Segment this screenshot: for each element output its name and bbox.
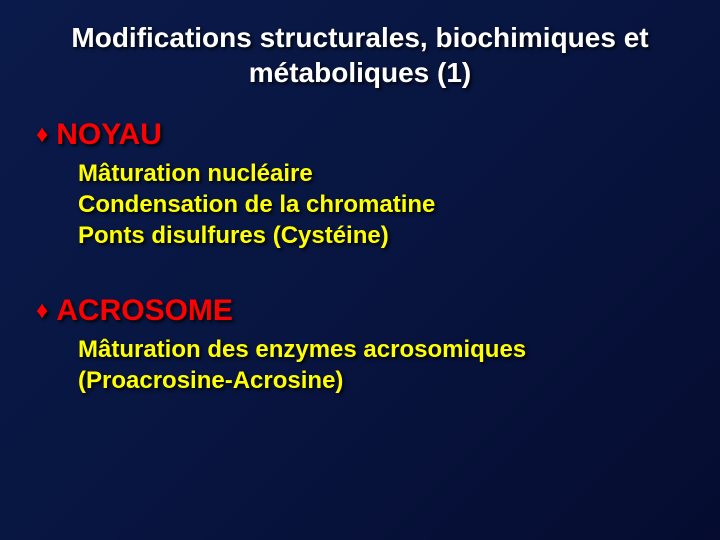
body-line: Ponts disulfures (Cystéine) — [78, 220, 690, 251]
section-heading-acrosome: ♦ ACROSOME — [36, 294, 690, 328]
diamond-icon: ♦ — [36, 121, 48, 149]
heading-text: ACROSOME — [56, 294, 233, 328]
body-line: Condensation de la chromatine — [78, 189, 690, 220]
body-group-acrosome: Mâturation des enzymes acrosomiques (Pro… — [78, 334, 690, 396]
title-line-2: métaboliques (1) — [249, 57, 471, 88]
title-line-1: Modifications structurales, biochimiques… — [71, 22, 648, 53]
section-heading-noyau: ♦ NOYAU — [36, 118, 690, 152]
heading-text: NOYAU — [56, 118, 162, 152]
body-line: Mâturation des enzymes acrosomiques — [78, 334, 690, 365]
slide-title: Modifications structurales, biochimiques… — [30, 20, 690, 90]
body-group-noyau: Mâturation nucléaire Condensation de la … — [78, 158, 690, 252]
diamond-icon: ♦ — [36, 297, 48, 325]
body-line: Mâturation nucléaire — [78, 158, 690, 189]
slide-container: Modifications structurales, biochimiques… — [0, 0, 720, 540]
body-line: (Proacrosine-Acrosine) — [78, 365, 690, 396]
